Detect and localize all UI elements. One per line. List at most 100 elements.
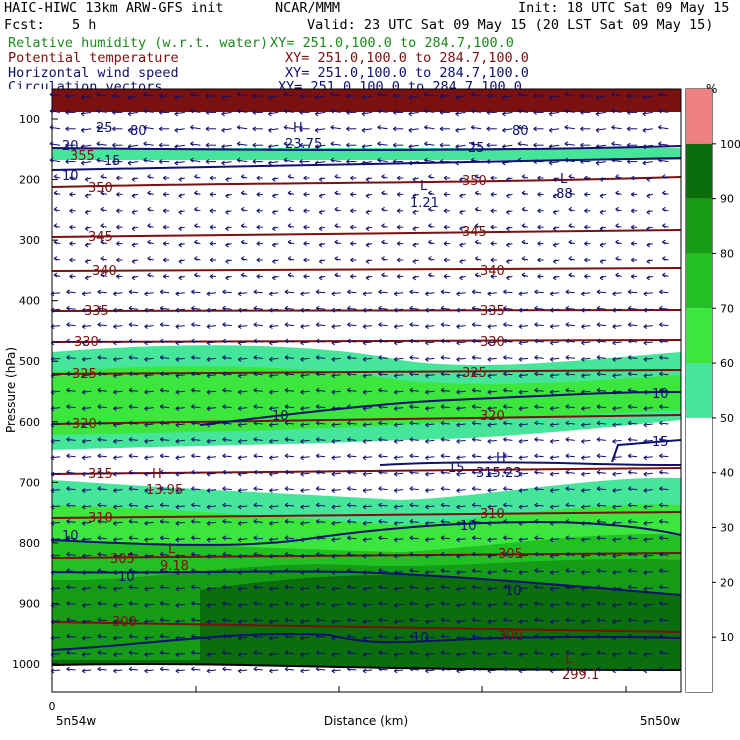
circulation-arrowhead <box>191 633 195 639</box>
circulation-arrow <box>190 94 201 97</box>
field-wind-name: Horizontal wind speed <box>8 65 179 81</box>
circulation-arrowhead <box>378 436 382 442</box>
circulation-arrow <box>565 652 575 655</box>
circulation-arrow <box>361 128 373 131</box>
circulation-arrowhead <box>474 206 479 212</box>
circulation-arrow <box>534 291 544 294</box>
circulation-arrow <box>284 324 295 327</box>
circulation-arrow <box>659 406 669 409</box>
circulation-arrow <box>550 653 560 656</box>
circulation-arrow <box>113 439 123 442</box>
circulation-arrowhead <box>175 307 180 313</box>
circulation-arrow <box>144 489 154 492</box>
circulation-arrow <box>128 635 139 638</box>
y-tick-label: 200 <box>19 174 40 187</box>
circulation-arrowhead <box>237 324 242 330</box>
circulation-arrowhead <box>503 633 507 639</box>
circulation-arrowhead <box>84 209 89 215</box>
circulation-arrowhead <box>256 208 261 214</box>
circulation-arrow <box>82 636 92 639</box>
circulation-arrowhead <box>412 275 417 281</box>
circulation-arrow <box>66 340 76 343</box>
circulation-arrow <box>378 471 388 474</box>
circulation-arrowhead <box>81 373 86 379</box>
circulation-arrow <box>191 504 201 507</box>
circulation-arrowhead <box>206 373 211 379</box>
circulation-arrowhead <box>378 322 382 328</box>
wind-label: 25 <box>468 141 485 156</box>
circulation-arrowhead <box>408 144 413 150</box>
circulation-arrowhead <box>425 635 429 641</box>
circulation-arrowhead <box>659 518 663 524</box>
circulation-arrow <box>517 143 529 146</box>
circulation-arrow <box>425 489 435 492</box>
circulation-arrowhead <box>584 273 588 279</box>
circulation-arrow <box>66 422 76 425</box>
circulation-arrowhead <box>113 619 117 625</box>
circulation-arrowhead <box>144 553 148 559</box>
circulation-arrowhead <box>503 453 507 459</box>
circulation-arrowhead <box>116 257 120 263</box>
circulation-arrow <box>221 95 232 98</box>
circulation-arrowhead <box>300 291 304 297</box>
circulation-arrow <box>316 389 326 392</box>
circulation-arrow <box>565 438 575 441</box>
circulation-arrow <box>503 307 513 310</box>
circulation-arrowhead <box>627 453 632 459</box>
circulation-arrowhead <box>191 502 195 508</box>
circulation-arrow <box>425 407 435 410</box>
circulation-arrow <box>408 111 419 115</box>
circulation-arrow <box>378 373 388 376</box>
circulation-arrowhead <box>378 387 382 393</box>
circulation-arrowhead <box>612 619 616 625</box>
circulation-arrowhead <box>581 553 585 559</box>
circulation-arrow <box>534 668 544 671</box>
circulation-arrowhead <box>222 650 226 656</box>
circulation-arrow <box>425 669 435 672</box>
circulation-arrowhead <box>66 633 70 639</box>
circulation-arrow <box>330 110 341 113</box>
circulation-arrowhead <box>518 586 523 592</box>
circulation-arrowhead <box>361 111 366 117</box>
circulation-arrow <box>565 504 575 507</box>
circulation-arrow <box>253 356 263 359</box>
circulation-arrowhead <box>643 389 648 395</box>
circulation-arrow <box>534 652 544 655</box>
circulation-arrow <box>596 340 607 343</box>
circulation-arrow <box>643 653 653 656</box>
colorbar-segment <box>686 89 712 144</box>
circulation-arrow <box>362 390 373 393</box>
circulation-arrowhead <box>287 272 292 278</box>
circulation-arrow <box>316 520 326 523</box>
circulation-arrowhead <box>474 190 479 196</box>
circulation-arrow <box>565 553 575 556</box>
circulation-arrow <box>66 291 76 294</box>
circulation-arrowhead <box>315 633 320 639</box>
circulation-arrowhead <box>144 324 148 330</box>
circulation-arrowhead <box>206 570 211 576</box>
circulation-arrow <box>316 324 326 327</box>
circulation-arrowhead <box>194 223 198 229</box>
circulation-arrow <box>564 159 575 163</box>
circulation-arrowhead <box>490 273 495 279</box>
circulation-arrowhead <box>334 223 339 229</box>
circulation-arrowhead <box>456 602 460 608</box>
circulation-arrowhead <box>552 259 557 264</box>
circulation-arrowhead <box>347 518 351 524</box>
circulation-arrowhead <box>490 257 495 263</box>
circulation-arrowhead <box>144 488 148 494</box>
circulation-arrowhead <box>144 471 148 477</box>
circulation-arrowhead <box>659 354 663 360</box>
circulation-arrowhead <box>97 469 102 475</box>
circulation-arrowhead <box>315 387 320 393</box>
circulation-arrow <box>581 456 591 459</box>
circulation-arrow <box>503 291 513 294</box>
circulation-arrowhead <box>627 420 632 426</box>
circulation-arrow <box>347 553 357 556</box>
circulation-arrowhead <box>347 453 351 459</box>
circulation-arrow <box>612 308 622 311</box>
circulation-arrow <box>284 406 295 409</box>
circulation-arrow <box>472 373 482 376</box>
circulation-arrow <box>175 538 185 541</box>
circulation-arrow <box>518 407 529 410</box>
